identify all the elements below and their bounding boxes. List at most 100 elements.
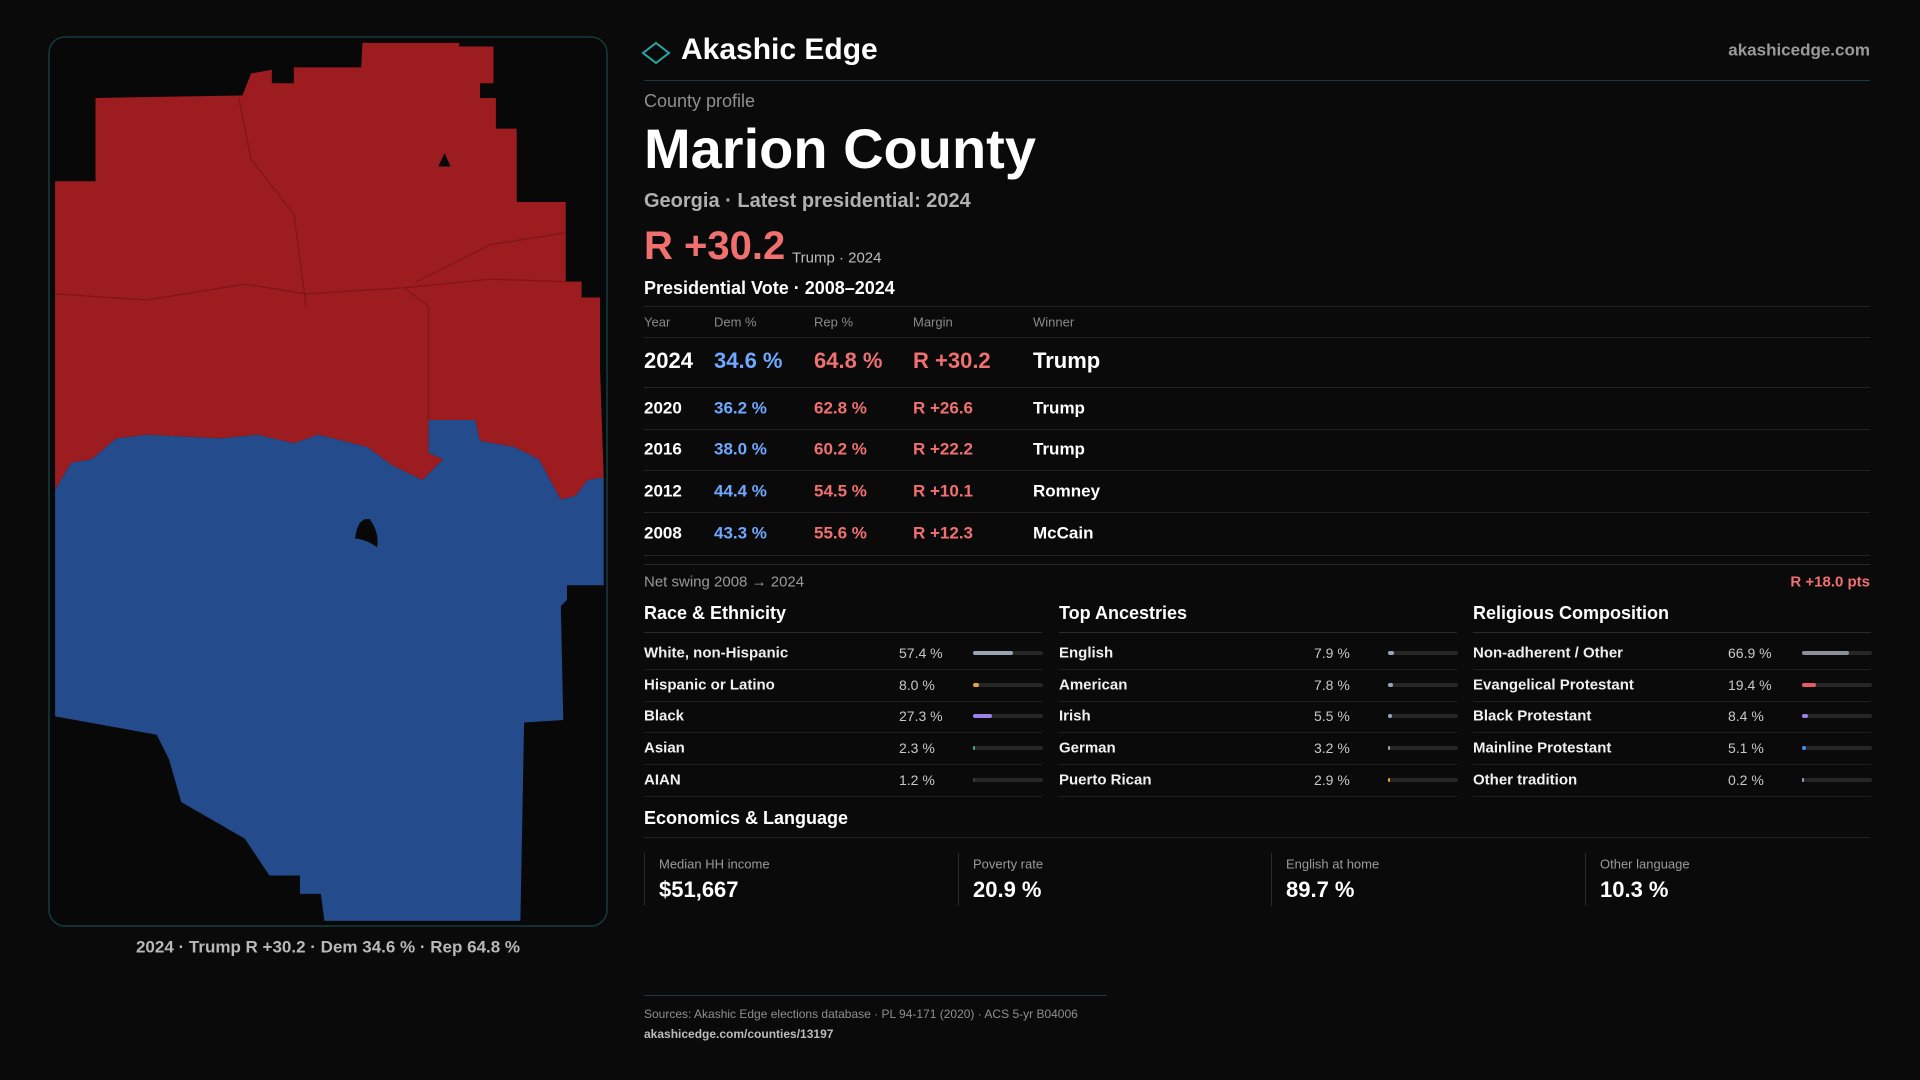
table-cell: R +26.6: [913, 398, 974, 418]
table-cell: Trump: [1033, 398, 1085, 418]
bar: [973, 683, 979, 687]
row-value: 5.5 %: [1314, 708, 1350, 724]
swing-label: Net swing 2008 → 2024: [644, 573, 805, 591]
bar: [1802, 746, 1806, 750]
table-cell: R +22.2: [913, 439, 974, 459]
bar: [973, 746, 975, 750]
table-cell: 2012: [644, 481, 682, 501]
row-label: Hispanic or Latino: [644, 676, 775, 694]
row-value: 7.9 %: [1314, 645, 1350, 661]
bar-track: [1388, 714, 1458, 718]
divider: [644, 995, 1107, 996]
bar: [1802, 714, 1808, 718]
logo: [641, 41, 671, 65]
table-cell: McCain: [1033, 523, 1094, 543]
table-cell: 55.6 %: [814, 523, 867, 543]
divider: [1059, 732, 1457, 733]
bar-track: [1802, 683, 1872, 687]
bar: [1802, 651, 1849, 655]
column-header: Dem %: [714, 314, 757, 330]
row-label: American: [1059, 676, 1128, 694]
row-value: 57.4 %: [899, 645, 943, 661]
row-label: English: [1059, 644, 1114, 662]
county-name: Marion County: [644, 117, 1036, 180]
divider: [1059, 669, 1457, 670]
table-cell: 2008: [644, 523, 682, 543]
row-label: Black: [644, 707, 685, 725]
divider: [644, 764, 1042, 765]
card-value: 10.3 %: [1600, 877, 1669, 902]
bar-track: [1802, 778, 1872, 782]
section-title: Presidential Vote · 2008–2024: [644, 278, 895, 298]
headline-margin: R +30.2: [644, 224, 786, 268]
row-label: White, non-Hispanic: [644, 644, 789, 662]
divider: [1473, 796, 1871, 797]
row-value: 19.4 %: [1728, 677, 1772, 693]
row-value: 66.9 %: [1728, 645, 1772, 661]
site-link: akashicedge.com: [1728, 40, 1870, 60]
bar-track: [973, 746, 1043, 750]
table-cell: Trump: [1033, 439, 1085, 459]
table-cell: 60.2 %: [814, 439, 867, 459]
map-hole: [438, 153, 451, 167]
divider: [644, 387, 1870, 388]
bar: [1388, 746, 1391, 750]
row-value: 2.9 %: [1314, 772, 1350, 788]
bar: [973, 651, 1014, 655]
bar: [1802, 683, 1816, 687]
row-label: Other tradition: [1473, 771, 1578, 789]
table-cell: 38.0 %: [714, 439, 767, 459]
section-title: Race & Ethnicity: [644, 603, 787, 623]
row-label: Non-adherent / Other: [1473, 644, 1624, 662]
margin-note: Trump · 2024: [792, 249, 882, 267]
divider: [644, 796, 1042, 797]
table-cell: 44.4 %: [714, 481, 767, 501]
divider: [1473, 701, 1871, 702]
row-value: 8.0 %: [899, 677, 935, 693]
divider: [1059, 764, 1457, 765]
bar-track: [1388, 651, 1458, 655]
divider: [1059, 796, 1457, 797]
row-label: Evangelical Protestant: [1473, 676, 1634, 694]
row-label: AIAN: [644, 771, 681, 789]
card-border: [1585, 853, 1586, 906]
subtitle: Georgia · Latest presidential: 2024: [644, 190, 971, 212]
column-header: Margin: [913, 314, 953, 330]
bar-track: [1388, 778, 1458, 782]
table-cell: 43.3 %: [714, 523, 767, 543]
card-border: [1271, 853, 1272, 906]
table-cell: Romney: [1033, 481, 1101, 501]
bar: [1388, 683, 1394, 687]
source-url: akashicedge.com/counties/13197: [644, 1027, 834, 1041]
row-value: 2.3 %: [899, 740, 935, 756]
kicker: County profile: [644, 91, 756, 111]
bar: [1388, 651, 1394, 655]
divider: [1473, 669, 1871, 670]
divider: [1473, 732, 1871, 733]
divider: [644, 555, 1870, 556]
card-label: Median HH income: [659, 856, 770, 872]
bar-track: [1802, 714, 1872, 718]
card-border: [644, 853, 645, 906]
map-hole: [355, 518, 378, 548]
table-cell: R +12.3: [913, 523, 974, 543]
card-label: Other language: [1600, 856, 1690, 872]
table-cell: 54.5 %: [814, 481, 867, 501]
card-value: 20.9 %: [973, 877, 1042, 902]
section-title: Religious Composition: [1473, 603, 1669, 623]
table-cell: 2020: [644, 398, 682, 418]
row-label: Asian: [644, 739, 685, 757]
row-value: 8.4 %: [1728, 708, 1764, 724]
section-title: Top Ancestries: [1059, 603, 1188, 623]
democratic-area: [55, 420, 604, 921]
bar: [1388, 778, 1391, 782]
card-value: 89.7 %: [1286, 877, 1355, 902]
republican-area: [55, 42, 604, 500]
bar-track: [973, 683, 1043, 687]
table-cell: Trump: [1033, 348, 1101, 373]
divider: [644, 701, 1042, 702]
card-value: $51,667: [659, 877, 739, 902]
divider: [644, 470, 1870, 471]
row-value: 1.2 %: [899, 772, 935, 788]
